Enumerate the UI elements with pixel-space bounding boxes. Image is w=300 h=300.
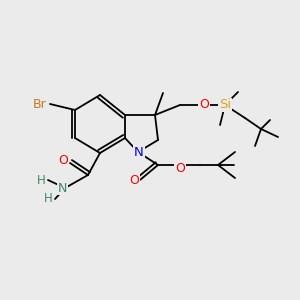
Text: O: O [199,98,209,112]
Text: H: H [44,193,53,206]
Text: Si: Si [219,98,231,112]
Text: O: O [175,163,185,176]
Text: N: N [134,146,144,158]
Text: N: N [58,182,67,194]
Text: H: H [37,173,46,187]
Text: O: O [129,175,139,188]
Text: O: O [58,154,68,167]
Text: Br: Br [32,98,46,110]
